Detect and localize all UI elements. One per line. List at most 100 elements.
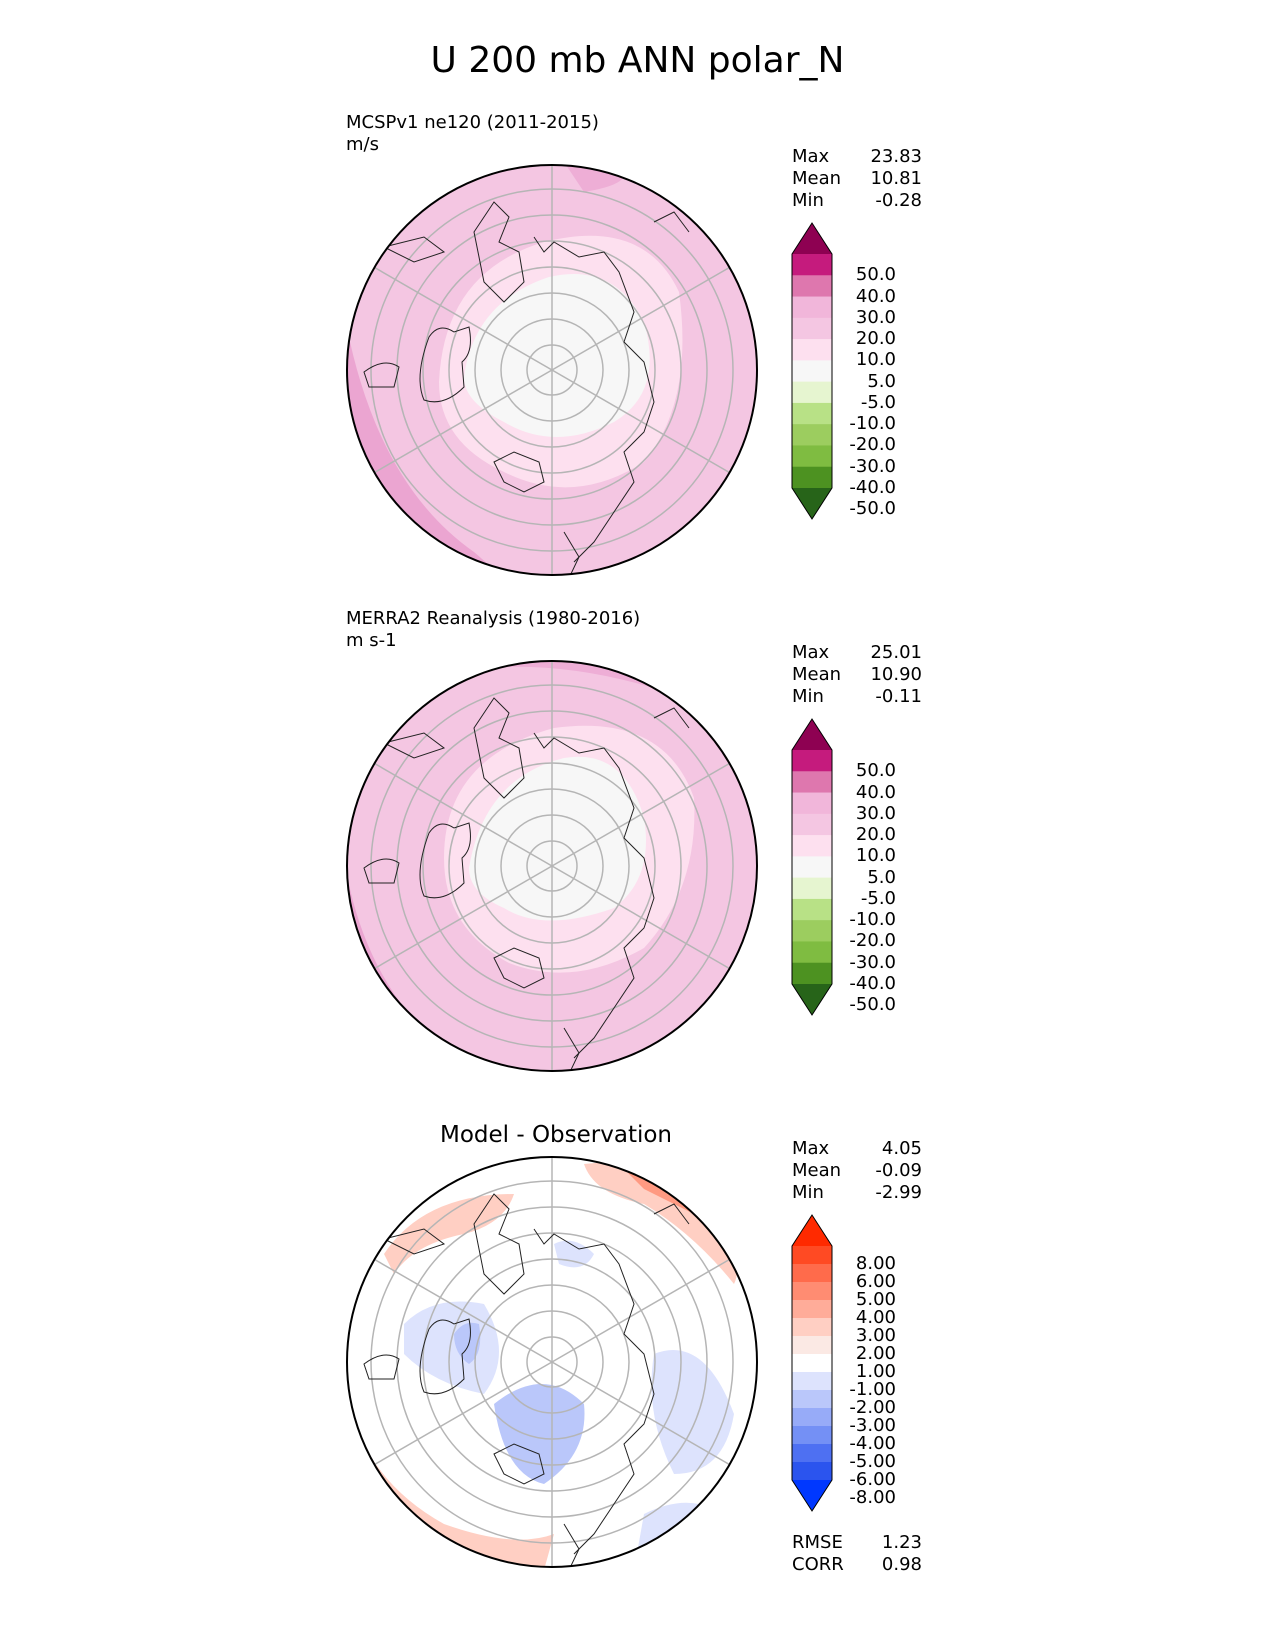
- colorbar-tick-label: 40.0: [855, 781, 896, 803]
- colorbar-tick-label: 30.0: [855, 802, 896, 824]
- colorbar-segment: [792, 1390, 832, 1409]
- colorbar-tick-label: 5.00: [855, 1289, 896, 1310]
- graticule: [370, 165, 734, 575]
- colorbar-segment: [792, 1372, 832, 1391]
- colorbar-tick-label: -5.00: [849, 1451, 896, 1472]
- colorbar-segment: [792, 1336, 832, 1355]
- colorbar-tick-label: -20.0: [849, 434, 896, 456]
- colorbar-segment: [792, 402, 832, 425]
- stat-label: Mean: [792, 664, 842, 685]
- colorbar-segment: [792, 813, 832, 836]
- stat-label: Mean: [792, 1160, 842, 1181]
- colorbar-segment: [792, 317, 832, 340]
- colorbar-tick-label: 6.00: [855, 1271, 896, 1292]
- colorbar-extend-bottom: [792, 1480, 832, 1511]
- stat-value: -0.09: [875, 1160, 922, 1181]
- colorbar-outline: [791, 1214, 833, 1512]
- stat-value: 10.90: [870, 664, 922, 685]
- colorbar-extend-bottom: [792, 984, 832, 1015]
- metric-label: RMSE: [792, 1532, 843, 1553]
- panel-1-name: MCSPv1 ne120 (2011-2015): [346, 112, 599, 133]
- colorbar-segment: [792, 424, 832, 446]
- colorbar-tick-label: -2.00: [849, 1397, 896, 1418]
- colorbar-segment: [792, 381, 832, 404]
- colorbar-segment: [792, 254, 832, 276]
- colorbar-extend-bottom: [792, 488, 832, 519]
- colorbar-tick-label: -8.00: [849, 1487, 896, 1508]
- stat-value: -0.11: [875, 686, 922, 707]
- colorbar-segment: [792, 898, 832, 921]
- colorbar-tick-label: 2.00: [855, 1343, 896, 1364]
- metric-label: CORR: [792, 1554, 844, 1575]
- stat-value: 25.01: [870, 642, 922, 663]
- colorbar-tick-label: -40.0: [849, 477, 896, 498]
- colorbar-segment: [792, 792, 832, 815]
- colorbar-tick-label: -5.0: [860, 887, 896, 909]
- colorbar-extend-top: [792, 223, 832, 254]
- colorbar-segment: [792, 920, 832, 942]
- colorbar-segment: [792, 1246, 832, 1265]
- panel-2-units: m s-1: [346, 630, 397, 651]
- panel-3-polar-map: [346, 1156, 758, 1568]
- colorbar-outline: [791, 718, 833, 1016]
- stat-label: Max: [792, 146, 830, 167]
- colorbar-segment: [792, 1282, 832, 1301]
- colorbar-extend-top: [792, 1215, 832, 1246]
- colorbar-tick-label: 30.0: [855, 306, 896, 328]
- colorbar-tick-label: -4.00: [849, 1433, 896, 1454]
- colorbar-tick-label: 5.0: [867, 866, 896, 888]
- colorbar-extend-top: [792, 719, 832, 750]
- colorbar-tick-label: -1.00: [849, 1379, 896, 1400]
- colorbar-tick-label: -40.0: [849, 973, 896, 994]
- panel-2-stats: Max 25.01 Mean 10.90 Min -0.11: [792, 642, 922, 708]
- colorbar-tick-label: 5.0: [867, 370, 896, 392]
- stat-value: -0.28: [875, 190, 922, 211]
- colorbar-segment: [792, 466, 832, 489]
- colorbar-tick-label: -30.0: [849, 951, 896, 973]
- colorbar-segment: [792, 1300, 832, 1319]
- metric-value: 1.23: [881, 1532, 922, 1553]
- panel-1-units: m/s: [346, 134, 379, 155]
- colorbar-segment: [792, 339, 832, 361]
- colorbar-segment: [792, 1408, 832, 1427]
- stat-label: Min: [792, 1182, 824, 1203]
- colorbar-segment: [792, 1462, 832, 1481]
- colorbar-tick-label: 50.0: [855, 760, 896, 782]
- panel-1-stats: Max 23.83 Mean 10.81 Min -0.28: [792, 146, 922, 212]
- colorbar-tick-label: -6.00: [849, 1469, 896, 1490]
- colorbar-tick-label: -10.0: [849, 909, 896, 931]
- colorbar-tick-label: -3.00: [849, 1415, 896, 1436]
- colorbar-tick-label: 3.00: [855, 1325, 896, 1346]
- colorbar-segment: [792, 750, 832, 772]
- colorbar-segment: [792, 835, 832, 857]
- panel-3-stats: Max 4.05 Mean -0.09 Min -2.99: [792, 1138, 922, 1204]
- colorbar-outline: [791, 222, 833, 520]
- stat-label: Min: [792, 190, 824, 211]
- colorbar-segment: [792, 941, 832, 964]
- colorbar-tick-label: 20.0: [855, 328, 896, 350]
- stat-label: Max: [792, 642, 830, 663]
- colorbar-tick-label: -20.0: [849, 930, 896, 952]
- panel-3-colorbar: [791, 1214, 833, 1512]
- colorbar-segment: [792, 962, 832, 985]
- panel-2-polar-map: [346, 660, 758, 1072]
- colorbar-segment: [792, 877, 832, 900]
- stat-value: 23.83: [870, 146, 922, 167]
- stat-label: Min: [792, 686, 824, 707]
- coastlines: [363, 201, 690, 575]
- panel-2-colorbar: [791, 718, 833, 1016]
- colorbar-tick-label: -10.0: [849, 413, 896, 435]
- colorbar-tick-label: 4.00: [855, 1307, 896, 1328]
- panel-3-metrics: RMSE 1.23 CORR 0.98: [792, 1532, 922, 1576]
- colorbar-tick-label: -30.0: [849, 455, 896, 477]
- colorbar-segment: [792, 275, 832, 298]
- stat-value: 4.05: [881, 1138, 922, 1159]
- panel-2-title: MERRA2 Reanalysis (1980-2016) m s-1: [346, 608, 640, 652]
- colorbar-tick-label: 8.00: [855, 1253, 896, 1274]
- panel-1-title: MCSPv1 ne120 (2011-2015) m/s: [346, 112, 599, 156]
- colorbar-segment: [792, 1354, 832, 1373]
- colorbar-segment: [792, 1444, 832, 1463]
- colorbar-segment: [792, 296, 832, 319]
- colorbar-tick-label: 20.0: [855, 824, 896, 846]
- stat-label: Mean: [792, 168, 842, 189]
